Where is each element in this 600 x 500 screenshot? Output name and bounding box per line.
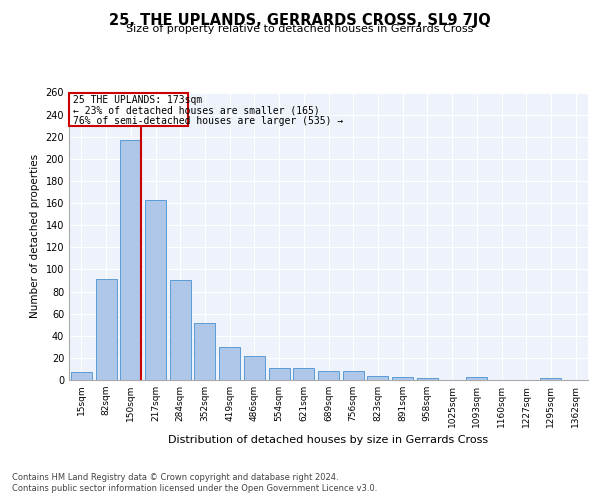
Text: Contains HM Land Registry data © Crown copyright and database right 2024.: Contains HM Land Registry data © Crown c… bbox=[12, 472, 338, 482]
Bar bbox=[170, 280, 191, 380]
Bar bbox=[343, 371, 364, 380]
Bar bbox=[466, 376, 487, 380]
Bar bbox=[244, 356, 265, 380]
FancyBboxPatch shape bbox=[70, 92, 188, 126]
Bar bbox=[367, 376, 388, 380]
Text: Contains public sector information licensed under the Open Government Licence v3: Contains public sector information licen… bbox=[12, 484, 377, 493]
Y-axis label: Number of detached properties: Number of detached properties bbox=[30, 154, 40, 318]
Bar bbox=[194, 322, 215, 380]
Bar bbox=[120, 140, 141, 380]
Bar bbox=[417, 378, 438, 380]
Bar bbox=[95, 280, 116, 380]
Bar bbox=[71, 372, 92, 380]
Bar bbox=[392, 376, 413, 380]
Bar bbox=[145, 200, 166, 380]
Bar bbox=[269, 368, 290, 380]
Text: Size of property relative to detached houses in Gerrards Cross: Size of property relative to detached ho… bbox=[127, 24, 473, 34]
Text: 76% of semi-detached houses are larger (535) →: 76% of semi-detached houses are larger (… bbox=[73, 116, 343, 126]
Text: 25, THE UPLANDS, GERRARDS CROSS, SL9 7JQ: 25, THE UPLANDS, GERRARDS CROSS, SL9 7JQ bbox=[109, 12, 491, 28]
Bar bbox=[541, 378, 562, 380]
Bar bbox=[219, 347, 240, 380]
Text: ← 23% of detached houses are smaller (165): ← 23% of detached houses are smaller (16… bbox=[73, 106, 320, 116]
Text: 25 THE UPLANDS: 173sqm: 25 THE UPLANDS: 173sqm bbox=[73, 96, 202, 106]
X-axis label: Distribution of detached houses by size in Gerrards Cross: Distribution of detached houses by size … bbox=[169, 436, 488, 446]
Bar bbox=[318, 371, 339, 380]
Bar bbox=[293, 368, 314, 380]
